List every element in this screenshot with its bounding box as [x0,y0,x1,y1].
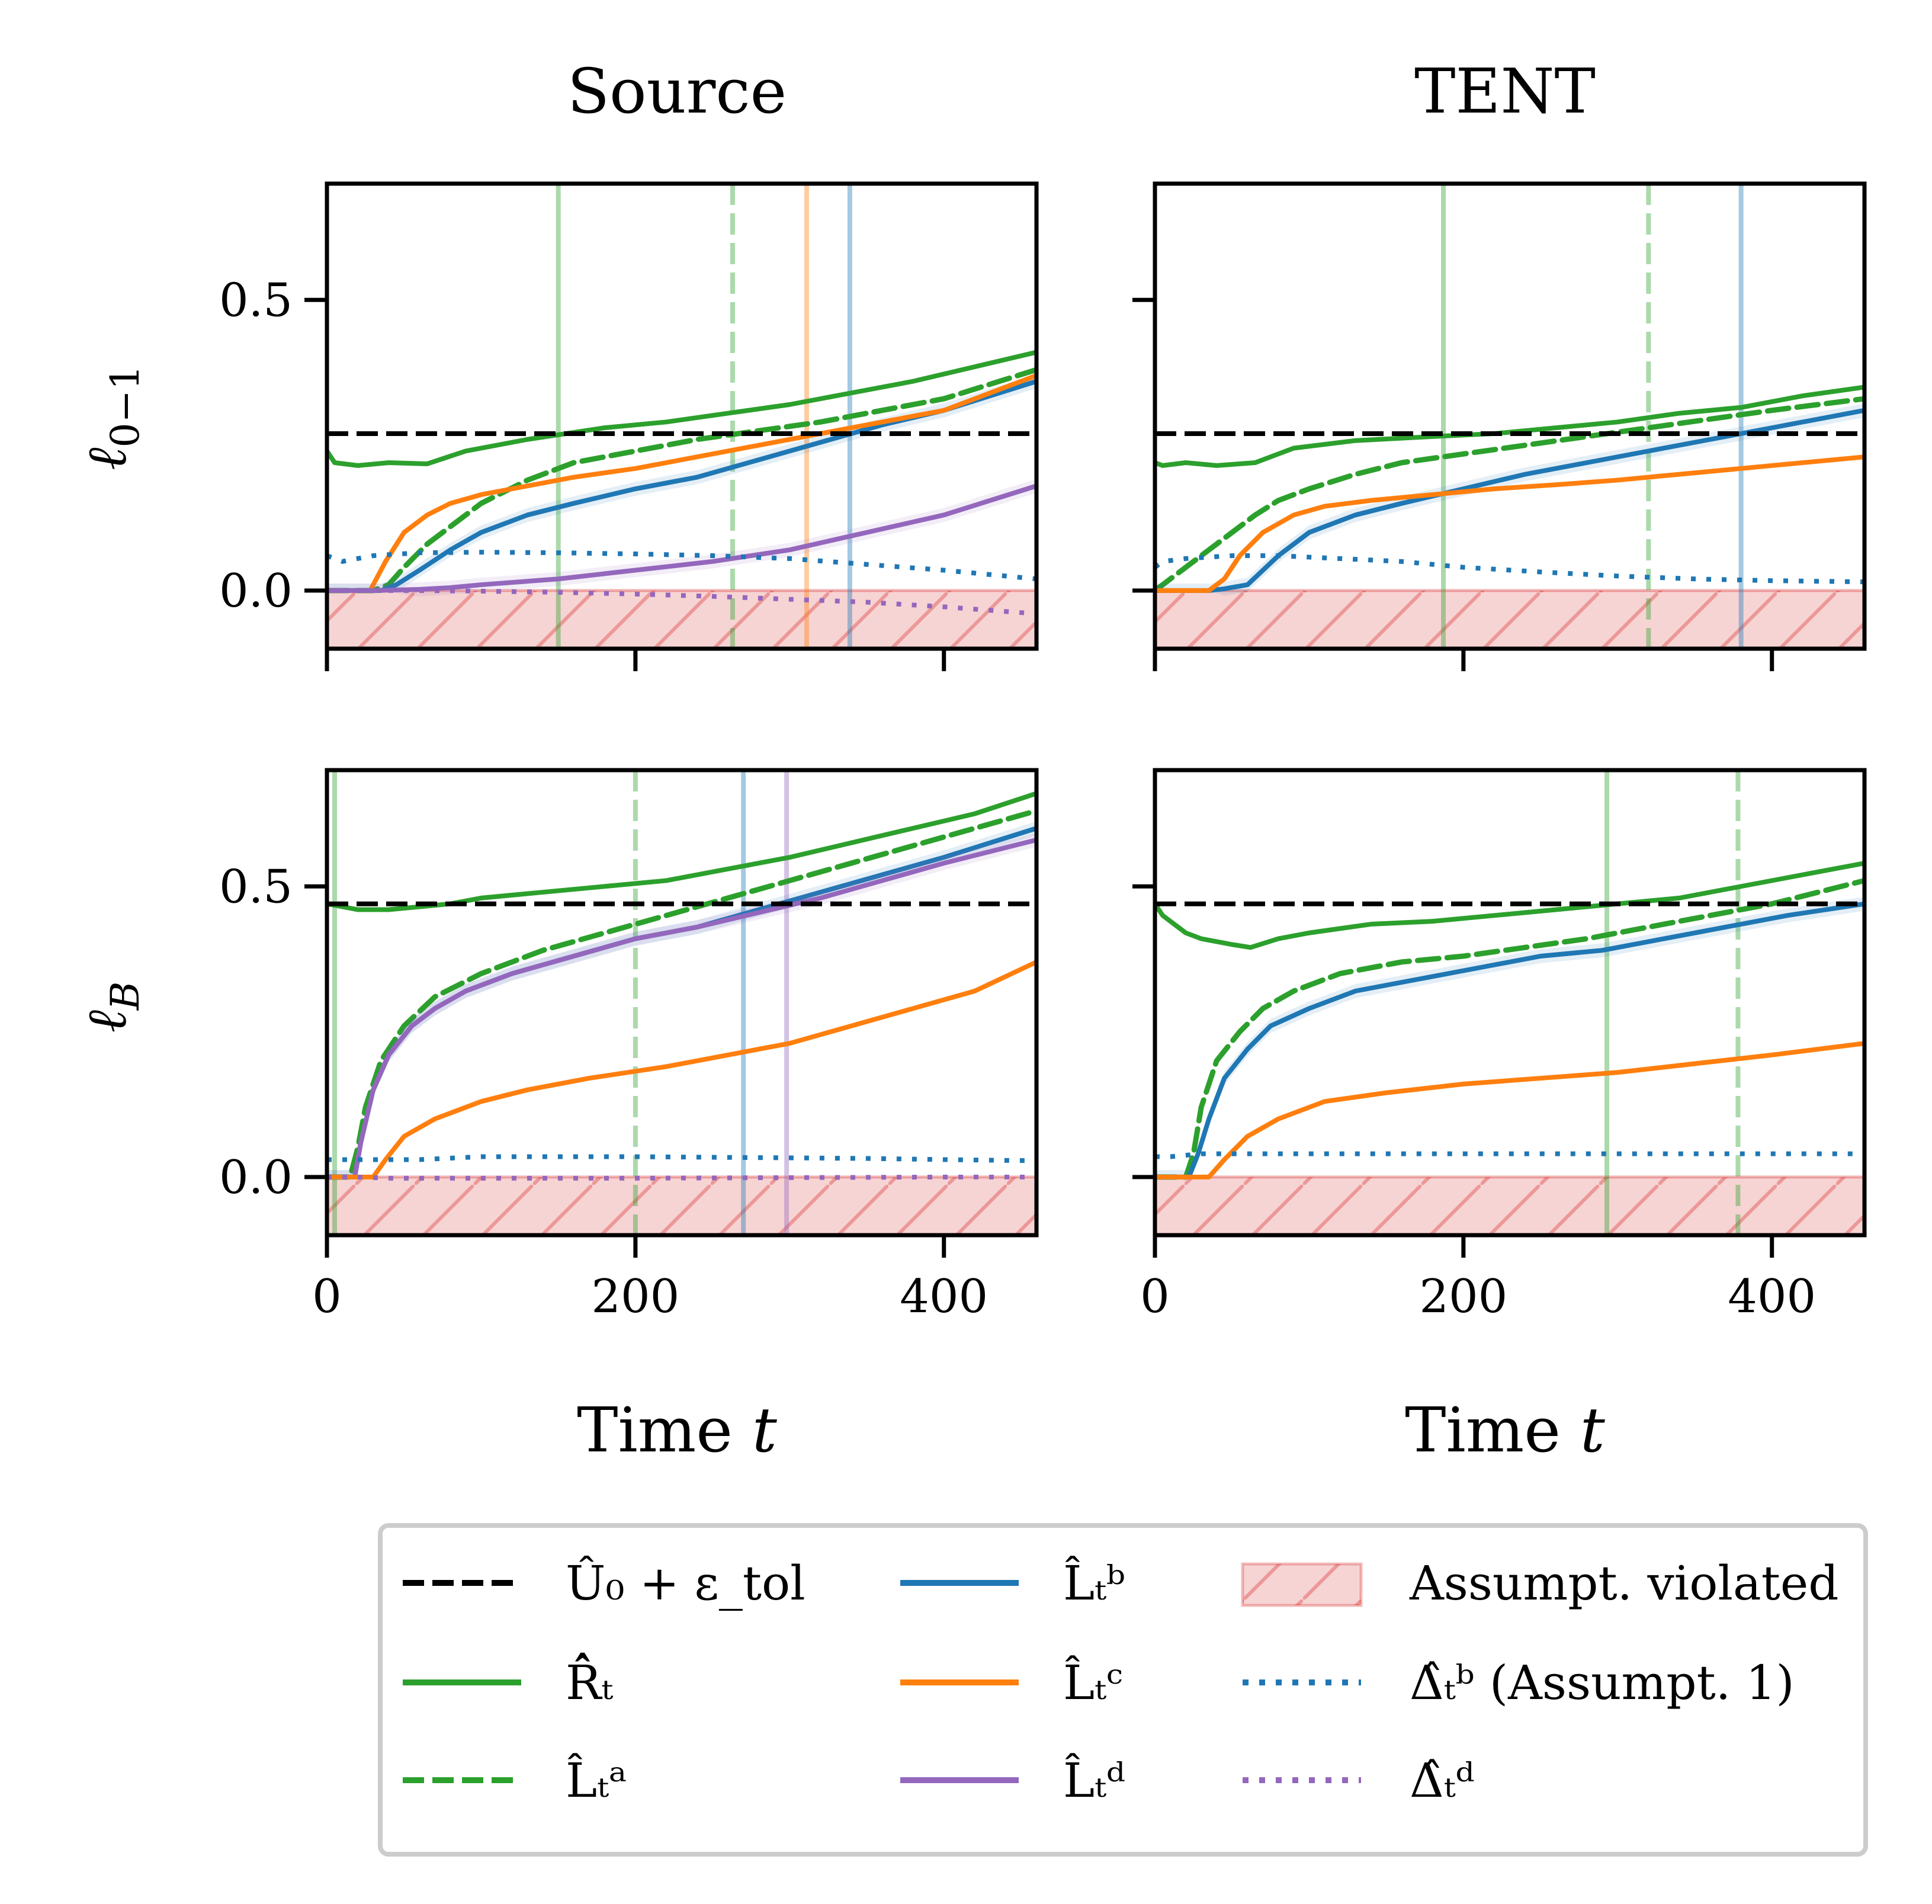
series-R [327,350,1036,468]
legend-Lc-label: L̂ₜᶜ [1063,1654,1123,1710]
series-Lb [1155,901,1864,1179]
row-label-bottom: ℓB [75,982,148,1033]
xlabel-right: Time t [1405,1394,1605,1466]
series-La [327,367,1036,594]
series-Db [1155,553,1864,585]
axes-frame [325,768,1039,1238]
plot-area [1155,184,1864,649]
series-Db [1155,1151,1864,1159]
series-La [327,808,1036,1180]
column-title-tent: TENT [1414,55,1596,127]
series-Lb [327,379,1036,593]
legend-violation-hatch [1243,1564,1361,1605]
panel-tent-top [1132,181,1867,671]
legend-Dd-label: Δ̂ₜᵈ [1410,1753,1475,1808]
ytick-label-0: 0.0 [219,1151,293,1204]
xtick-label-400: 400 [1728,1270,1816,1323]
xtick-label-200: 200 [1419,1270,1507,1323]
legend-Lb-label: L̂ₜᵇ [1063,1554,1125,1611]
ytick-label-0.5: 0.5 [219,274,293,327]
series-Lc [1155,454,1864,593]
series-R [1155,861,1864,950]
xtick-label-200: 200 [591,1270,679,1323]
series-Db [327,550,1036,582]
row-label-top-symbol: ℓ [75,447,139,470]
plot-area [327,770,1036,1235]
svg-text:ℓ0−1: ℓ0−1 [75,365,148,470]
series-Dd [327,588,1036,617]
legend-frame [378,1523,1868,1857]
axes-frame [1153,768,1867,1238]
series-Lc [1155,1041,1864,1179]
panel-tent-bottom: 0 200 400 [1132,768,1867,1323]
svg-text:ℓB: ℓB [75,982,148,1033]
violation-hatch [1155,1177,1864,1235]
xlabel-left: Time t [577,1394,777,1466]
panel-source-top: 0.0 0.5 [219,181,1039,671]
series-La [1155,396,1864,594]
axes-frame [1153,181,1867,651]
series-Db [327,1154,1036,1163]
row-label-top-subscript: 0−1 [102,365,148,447]
panel-source-bottom: 0 200 400 0.0 0.5 [219,768,1039,1323]
legend: Û₀ + ε_tol R̂̂ₜ L̂ₜᵃ L̂ₜᵇ L̂ₜᶜ L̂ₜᵈ Assu… [378,1523,1868,1857]
xtick-label-400: 400 [900,1270,988,1323]
xlabel-left-text: Time [577,1394,733,1466]
legend-violation-label: Assumpt. violated [1409,1556,1838,1611]
legend-Ld-label: L̂ₜᵈ [1063,1752,1125,1808]
series-R [327,791,1036,912]
row-label-bottom-symbol: ℓ [75,1010,139,1033]
series-Lc [327,959,1036,1179]
series-Lc [327,373,1036,593]
axes-frame [325,181,1039,651]
xtick-label-0: 0 [312,1270,342,1323]
plot-area [327,184,1036,649]
series-Lb [1155,408,1864,593]
xlabel-left-var: t [752,1394,777,1466]
violation-hatch [327,1177,1036,1235]
violation-hatch [327,590,1036,649]
xlabel-right-text: Time [1405,1394,1561,1466]
plot-area [1155,770,1864,1235]
legend-La-label: L̂ₜᵃ [566,1752,627,1808]
ytick-label-0: 0.0 [219,565,293,618]
legend-threshold-label: Û₀ + ε_tol [566,1555,805,1611]
band-Ld [327,479,1036,597]
xtick-label-0: 0 [1140,1270,1170,1323]
column-title-source: Source [567,55,787,127]
series-Ld [327,837,1036,1179]
row-label-bottom-subscript: B [102,982,148,1011]
series-Ld [327,483,1036,593]
ytick-label-0.5: 0.5 [219,860,293,913]
series-R [1155,384,1864,468]
legend-R-label: R̂̂ₜ [566,1652,613,1710]
series-La [1155,877,1864,1180]
xlabel-right-var: t [1580,1394,1605,1466]
legend-Db-label: Δ̂ₜᵇ (Assumpt. 1) [1410,1655,1795,1710]
series-Dd [327,1174,1036,1181]
row-label-top: ℓ0−1 [75,365,148,470]
violation-hatch [1155,590,1864,649]
